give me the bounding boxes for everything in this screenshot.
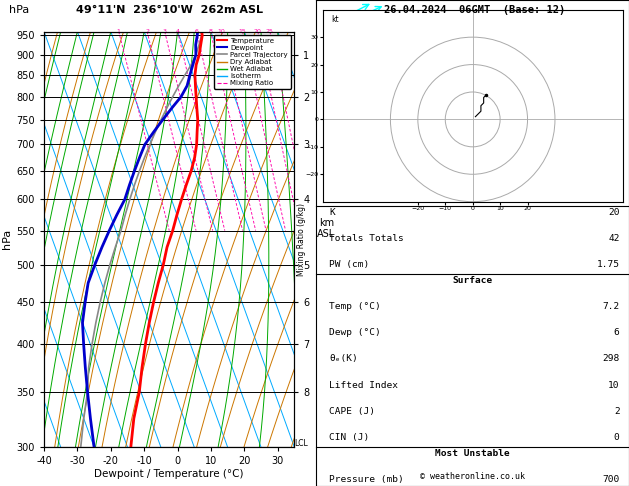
Text: 8: 8 (209, 29, 213, 34)
Text: 42: 42 (608, 234, 620, 243)
Text: 20: 20 (254, 29, 262, 34)
Text: 10: 10 (218, 29, 226, 34)
Legend: Temperature, Dewpoint, Parcel Trajectory, Dry Adiabat, Wet Adiabat, Isotherm, Mi: Temperature, Dewpoint, Parcel Trajectory… (214, 35, 291, 89)
Y-axis label: hPa: hPa (3, 229, 12, 249)
Text: 10: 10 (608, 381, 620, 390)
Text: 3: 3 (163, 29, 167, 34)
Text: 0: 0 (614, 433, 620, 442)
Text: PW (cm): PW (cm) (329, 260, 369, 269)
Text: Surface: Surface (453, 276, 493, 285)
Text: © weatheronline.co.uk: © weatheronline.co.uk (420, 472, 525, 481)
Text: 6: 6 (195, 29, 199, 34)
Text: 298: 298 (603, 354, 620, 364)
Text: 4: 4 (175, 29, 180, 34)
Text: Most Unstable: Most Unstable (435, 449, 510, 458)
Text: Totals Totals: Totals Totals (329, 234, 404, 243)
Text: Mixing Ratio (g/kg): Mixing Ratio (g/kg) (297, 203, 306, 276)
Text: 20: 20 (608, 208, 620, 217)
Text: θₑ(K): θₑ(K) (329, 354, 358, 364)
Text: hPa: hPa (9, 5, 30, 15)
Text: K: K (329, 208, 335, 217)
Text: 700: 700 (603, 475, 620, 484)
Text: 15: 15 (238, 29, 247, 34)
Text: 2: 2 (145, 29, 149, 34)
Text: 25: 25 (266, 29, 274, 34)
Text: Pressure (mb): Pressure (mb) (329, 475, 404, 484)
Text: 26.04.2024  06GMT  (Base: 12): 26.04.2024 06GMT (Base: 12) (384, 5, 565, 15)
Text: 7.2: 7.2 (603, 302, 620, 311)
Text: Lifted Index: Lifted Index (329, 381, 398, 390)
Y-axis label: km
ASL: km ASL (317, 218, 335, 240)
Text: LCL: LCL (294, 439, 308, 448)
Text: CAPE (J): CAPE (J) (329, 407, 375, 416)
Text: 1: 1 (117, 29, 121, 34)
X-axis label: Dewpoint / Temperature (°C): Dewpoint / Temperature (°C) (94, 469, 244, 479)
Text: 2: 2 (614, 407, 620, 416)
Text: 1.75: 1.75 (597, 260, 620, 269)
Text: CIN (J): CIN (J) (329, 433, 369, 442)
Text: Dewp (°C): Dewp (°C) (329, 328, 381, 337)
Text: 49°11'N  236°10'W  262m ASL: 49°11'N 236°10'W 262m ASL (76, 5, 264, 15)
Text: Temp (°C): Temp (°C) (329, 302, 381, 311)
Text: 6: 6 (614, 328, 620, 337)
